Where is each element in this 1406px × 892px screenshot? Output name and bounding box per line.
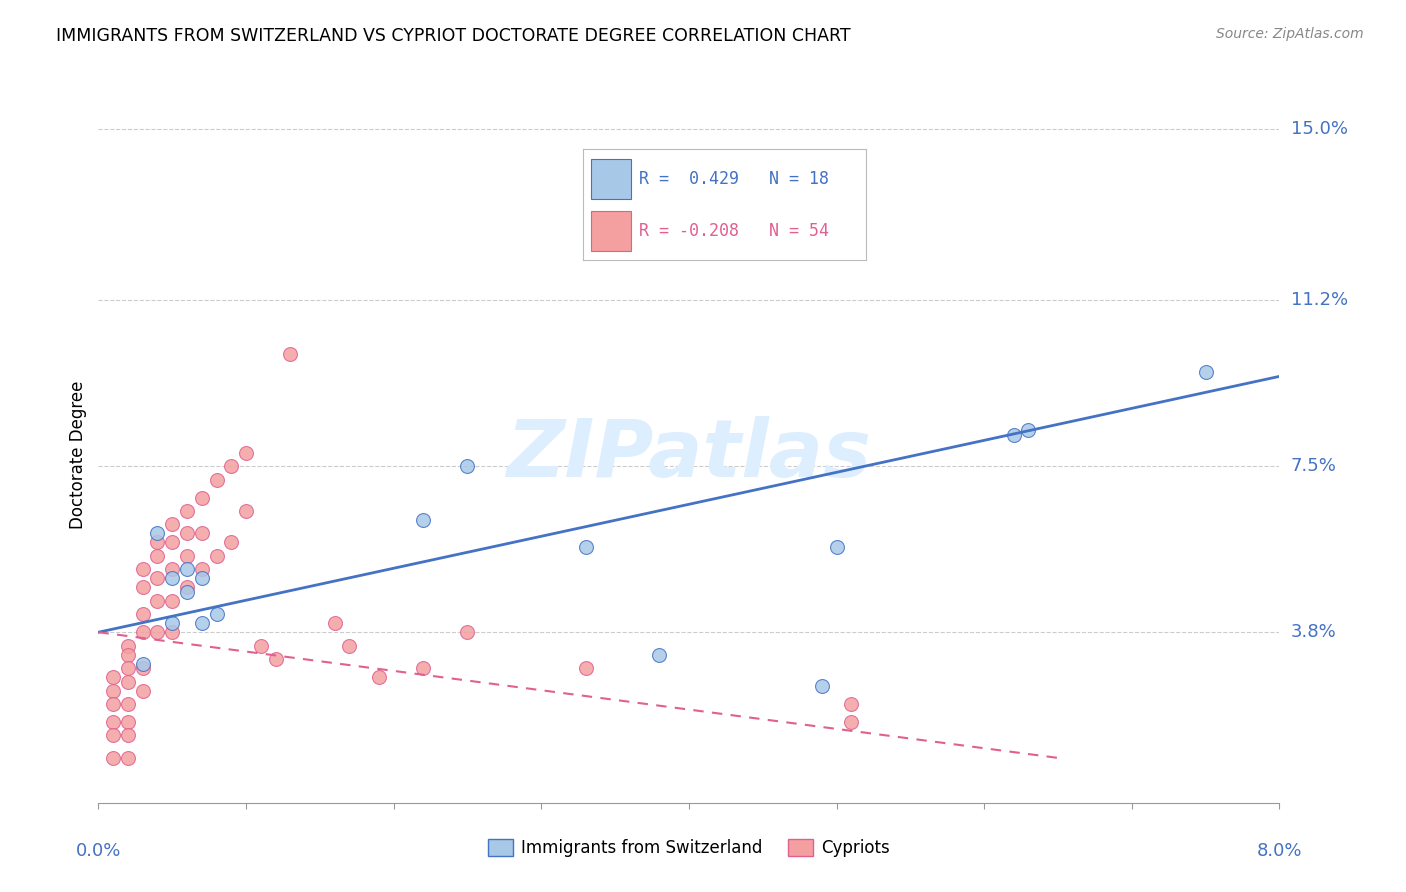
Text: 0.0%: 0.0% (76, 842, 121, 860)
Point (235, 504, 257, 518)
Point (103, 697, 124, 711)
Text: 11.2%: 11.2% (1291, 291, 1348, 309)
Point (839, 697, 862, 711)
Point (337, 639, 360, 653)
Point (191, 616, 214, 631)
Y-axis label: Doctorate Degree: Doctorate Degree (69, 381, 87, 529)
Point (103, 683, 124, 698)
Point (103, 670, 124, 684)
Point (162, 616, 183, 631)
Point (132, 625, 155, 640)
Point (117, 639, 139, 653)
Point (456, 459, 478, 474)
Text: 3.8%: 3.8% (1291, 624, 1336, 641)
Point (132, 607, 155, 622)
Point (839, 714, 862, 729)
Text: Source: ZipAtlas.com: Source: ZipAtlas.com (1216, 27, 1364, 41)
Point (278, 347, 301, 361)
Point (117, 729, 139, 743)
Point (219, 535, 242, 549)
Point (146, 535, 169, 549)
Point (117, 661, 139, 675)
Point (191, 571, 214, 585)
Point (1017, 423, 1039, 437)
Point (132, 683, 155, 698)
Point (1002, 427, 1025, 442)
Point (117, 697, 139, 711)
Legend: Immigrants from Switzerland, Cypriots: Immigrants from Switzerland, Cypriots (481, 832, 897, 864)
Point (235, 445, 257, 459)
Point (456, 625, 478, 640)
Point (191, 562, 214, 576)
Point (1194, 365, 1216, 379)
Text: R =  0.429   N = 18: R = 0.429 N = 18 (640, 169, 830, 188)
Point (162, 625, 183, 640)
Point (176, 504, 198, 518)
Bar (591, 211, 631, 252)
Point (103, 751, 124, 765)
Point (103, 714, 124, 729)
Point (176, 562, 198, 576)
Point (162, 562, 183, 576)
Point (205, 549, 228, 563)
Point (574, 540, 596, 554)
Point (103, 729, 124, 743)
Text: ZIPatlas: ZIPatlas (506, 416, 872, 494)
Point (146, 549, 169, 563)
Text: IMMIGRANTS FROM SWITZERLAND VS CYPRIOT DOCTORATE DEGREE CORRELATION CHART: IMMIGRANTS FROM SWITZERLAND VS CYPRIOT D… (56, 27, 851, 45)
Point (191, 526, 214, 541)
Point (132, 657, 155, 671)
Point (146, 625, 169, 640)
Text: 8.0%: 8.0% (1257, 842, 1302, 860)
Point (132, 580, 155, 594)
Point (825, 540, 848, 554)
Point (323, 616, 346, 631)
Point (162, 594, 183, 608)
Point (367, 670, 389, 684)
Point (176, 526, 198, 541)
Point (132, 562, 155, 576)
Text: 7.5%: 7.5% (1291, 457, 1337, 475)
Point (162, 517, 183, 532)
Point (162, 571, 183, 585)
Point (146, 571, 169, 585)
Point (117, 648, 139, 662)
Point (146, 526, 169, 541)
Point (205, 473, 228, 487)
Point (162, 535, 183, 549)
Point (412, 661, 434, 675)
Point (250, 639, 273, 653)
Point (176, 549, 198, 563)
Text: R = -0.208   N = 54: R = -0.208 N = 54 (640, 222, 830, 240)
Point (648, 648, 671, 662)
Bar (591, 159, 631, 199)
Point (176, 580, 198, 594)
Point (191, 491, 214, 505)
Point (176, 584, 198, 599)
Point (117, 751, 139, 765)
Point (810, 679, 832, 693)
Point (132, 661, 155, 675)
Point (205, 607, 228, 622)
Text: 15.0%: 15.0% (1291, 120, 1347, 138)
Point (117, 674, 139, 689)
Point (117, 714, 139, 729)
Point (264, 652, 287, 666)
Point (219, 459, 242, 474)
Point (574, 661, 596, 675)
Point (146, 594, 169, 608)
Point (412, 513, 434, 527)
